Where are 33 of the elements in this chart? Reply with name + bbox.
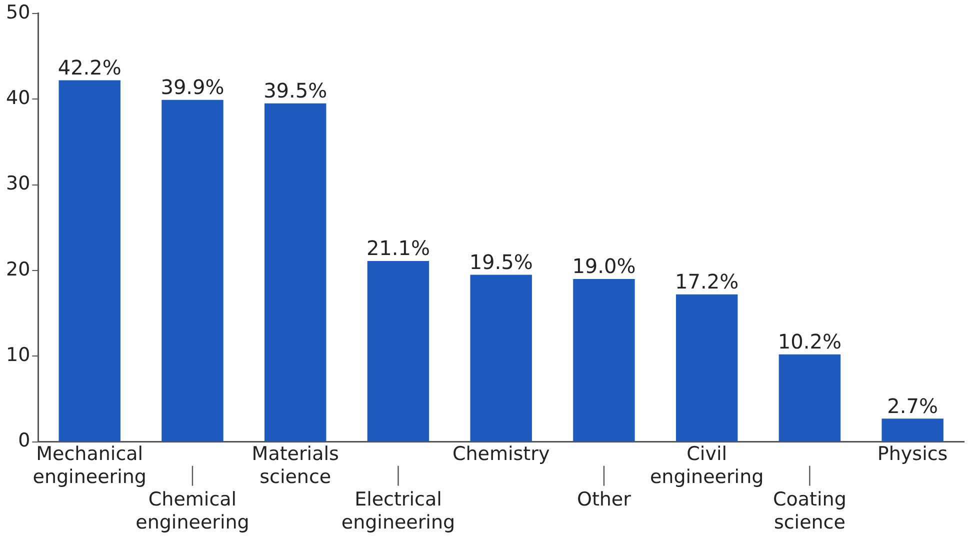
x-tick-label: Physics bbox=[877, 443, 948, 466]
x-tick-label: Electrical engineering bbox=[341, 488, 456, 534]
x-tick-label: Other bbox=[576, 488, 632, 511]
bar bbox=[367, 261, 430, 442]
data-label: 39.5% bbox=[264, 78, 328, 103]
y-tick-label: 0 bbox=[18, 430, 30, 452]
x-tick-label: Civil engineering bbox=[650, 443, 764, 488]
x-tick-label: Materials science bbox=[252, 443, 339, 488]
data-label: 17.2% bbox=[675, 270, 739, 294]
y-tick-label: 40 bbox=[6, 87, 30, 110]
data-label: 10.2% bbox=[778, 330, 842, 354]
y-tick-label: 50 bbox=[6, 1, 30, 24]
y-tick-label: 10 bbox=[6, 344, 30, 366]
bar bbox=[676, 294, 738, 442]
data-label: 19.5% bbox=[469, 250, 533, 274]
bar bbox=[162, 100, 224, 442]
y-tick-label: 30 bbox=[6, 172, 30, 195]
data-label: 19.0% bbox=[572, 254, 636, 278]
x-tick-label: Coating science bbox=[773, 488, 846, 534]
data-label: 39.9% bbox=[160, 75, 224, 100]
x-tick-label: Chemical engineering bbox=[136, 488, 250, 534]
bar bbox=[882, 418, 944, 442]
bar bbox=[778, 354, 841, 442]
data-label: 42.2% bbox=[58, 55, 122, 80]
bar bbox=[58, 80, 120, 442]
bar bbox=[264, 103, 326, 442]
data-label: 21.1% bbox=[366, 236, 430, 260]
bar bbox=[470, 274, 532, 442]
x-tick-label: Chemistry bbox=[452, 443, 550, 466]
y-tick-label: 20 bbox=[6, 258, 30, 280]
data-label: 2.7% bbox=[887, 394, 938, 418]
x-tick-label: Mechanical engineering bbox=[32, 443, 146, 488]
bar bbox=[573, 279, 635, 442]
